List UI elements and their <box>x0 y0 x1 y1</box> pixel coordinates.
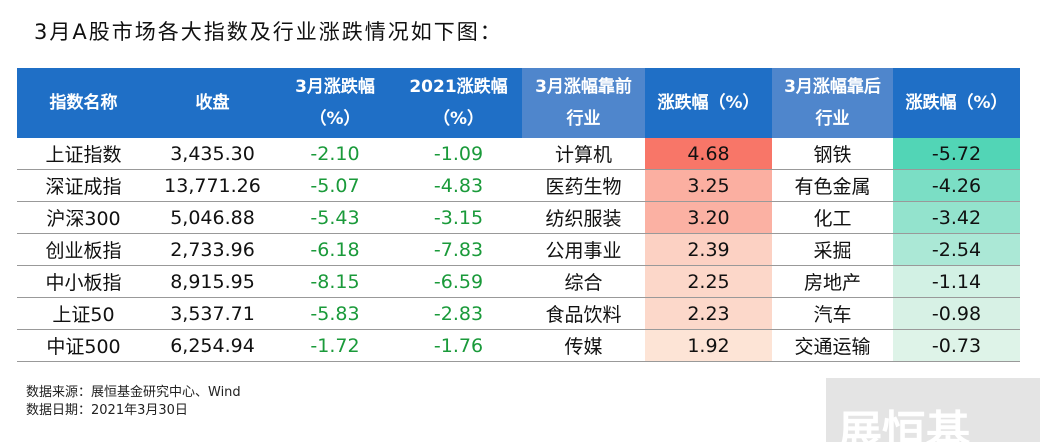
table-cell: 4.68 <box>645 138 772 170</box>
table-cell: 公用事业 <box>522 233 645 266</box>
table-cell: -4.83 <box>395 169 522 202</box>
table-cell: -0.73 <box>893 329 1020 362</box>
table-cell: 上证50 <box>17 297 150 330</box>
table-cell: -1.09 <box>395 138 522 170</box>
table-cell: 沪深300 <box>17 201 150 234</box>
header-cell: 3月涨幅靠前 行业 <box>522 68 645 138</box>
table-cell: 交通运输 <box>772 329 893 362</box>
table-cell: 食品饮料 <box>522 297 645 330</box>
footer: 数据来源：展恒基金研究中心、Wind 数据日期：2021年3月30日 <box>26 384 241 420</box>
table-cell: 上证指数 <box>17 138 150 170</box>
table-cell: 房地产 <box>772 265 893 298</box>
table-row: 中证500 6,254.94 -1.72 -1.76 传媒 1.92 交通运输 -0.73 <box>17 329 1020 362</box>
table-cell: -6.59 <box>395 265 522 298</box>
table-cell: 2.23 <box>645 297 772 330</box>
table-cell: 创业板指 <box>17 233 150 266</box>
table-cell: -5.43 <box>275 201 395 234</box>
table-body: 上证指数 3,435.30 -2.10 -1.09 计算机 4.68 钢铁 -5.72 深证成指… <box>17 138 1020 362</box>
table-cell: 13,771.26 <box>150 169 275 202</box>
table-cell: 中证500 <box>17 329 150 362</box>
table-row: 沪深300 5,046.88 -5.43 -3.15 纺织服装 3.20 化工 -3.42 <box>17 201 1020 234</box>
index-table: 指数名称 收盘 3月涨跌幅 （%） 2021涨跌幅 （%） 3月涨幅靠前 行业 涨跌幅（%… <box>17 68 1020 362</box>
table-cell: -2.10 <box>275 138 395 170</box>
header-cell: 2021涨跌幅 （%） <box>395 68 522 138</box>
table-cell: -7.83 <box>395 233 522 266</box>
table-cell: 采掘 <box>772 233 893 266</box>
table-cell: 5,046.88 <box>150 201 275 234</box>
table-cell: -5.07 <box>275 169 395 202</box>
table-cell: 1.92 <box>645 329 772 362</box>
table-cell: 纺织服装 <box>522 201 645 234</box>
table-cell: 传媒 <box>522 329 645 362</box>
table-cell: -0.98 <box>893 297 1020 330</box>
table-cell: -2.83 <box>395 297 522 330</box>
table-cell: 有色金属 <box>772 169 893 202</box>
table-cell: -5.83 <box>275 297 395 330</box>
table-cell: 综合 <box>522 265 645 298</box>
header-cell: 3月涨跌幅 （%） <box>275 68 395 138</box>
title: 3月A股市场各大指数及行业涨跌情况如下图： <box>34 20 503 44</box>
table-cell: -6.18 <box>275 233 395 266</box>
header-cell: 收盘 <box>150 68 275 138</box>
table-cell: 化工 <box>772 201 893 234</box>
table-row: 上证50 3,537.71 -5.83 -2.83 食品饮料 2.23 汽车 -0.98 <box>17 297 1020 330</box>
table-cell: -3.42 <box>893 201 1020 234</box>
table-cell: -2.54 <box>893 233 1020 266</box>
footer-line: 数据来源：展恒基金研究中心、Wind <box>26 385 241 400</box>
table-row: 深证成指 13,771.26 -5.07 -4.83 医药生物 3.25 有色金属 -4.26 <box>17 169 1020 202</box>
table-cell: 6,254.94 <box>150 329 275 362</box>
table-cell: 中小板指 <box>17 265 150 298</box>
watermark: 展恒基 <box>826 378 1040 442</box>
table-cell: 汽车 <box>772 297 893 330</box>
table-row: 创业板指 2,733.96 -6.18 -7.83 公用事业 2.39 采掘 -2.54 <box>17 233 1020 266</box>
table-cell: 8,915.95 <box>150 265 275 298</box>
table-cell: 钢铁 <box>772 138 893 170</box>
footer-line: 数据日期：2021年3月30日 <box>26 403 188 418</box>
table-cell: 3.25 <box>645 169 772 202</box>
table-cell: -5.72 <box>893 138 1020 170</box>
table-cell: 计算机 <box>522 138 645 170</box>
table-row: 中小板指 8,915.95 -8.15 -6.59 综合 2.25 房地产 -1.14 <box>17 265 1020 298</box>
table-cell: -1.76 <box>395 329 522 362</box>
header-cell: 涨跌幅（%） <box>893 68 1020 138</box>
table-cell: 2.39 <box>645 233 772 266</box>
table-cell: -1.72 <box>275 329 395 362</box>
table-cell: 2.25 <box>645 265 772 298</box>
header-cell: 指数名称 <box>17 68 150 138</box>
table-cell: -1.14 <box>893 265 1020 298</box>
header-cell: 3月涨幅靠后 行业 <box>772 68 893 138</box>
table-cell: 3,435.30 <box>150 138 275 170</box>
table-cell: -8.15 <box>275 265 395 298</box>
header-row: 指数名称 收盘 3月涨跌幅 （%） 2021涨跌幅 （%） 3月涨幅靠前 行业 涨跌幅（%… <box>17 68 1020 138</box>
header-cell: 涨跌幅（%） <box>645 68 772 138</box>
table-cell: 医药生物 <box>522 169 645 202</box>
table-cell: 3,537.71 <box>150 297 275 330</box>
table-cell: -4.26 <box>893 169 1020 202</box>
table-cell: 深证成指 <box>17 169 150 202</box>
table-cell: -3.15 <box>395 201 522 234</box>
table-cell: 3.20 <box>645 201 772 234</box>
table-row: 上证指数 3,435.30 -2.10 -1.09 计算机 4.68 钢铁 -5.72 <box>17 138 1020 170</box>
table-cell: 2,733.96 <box>150 233 275 266</box>
